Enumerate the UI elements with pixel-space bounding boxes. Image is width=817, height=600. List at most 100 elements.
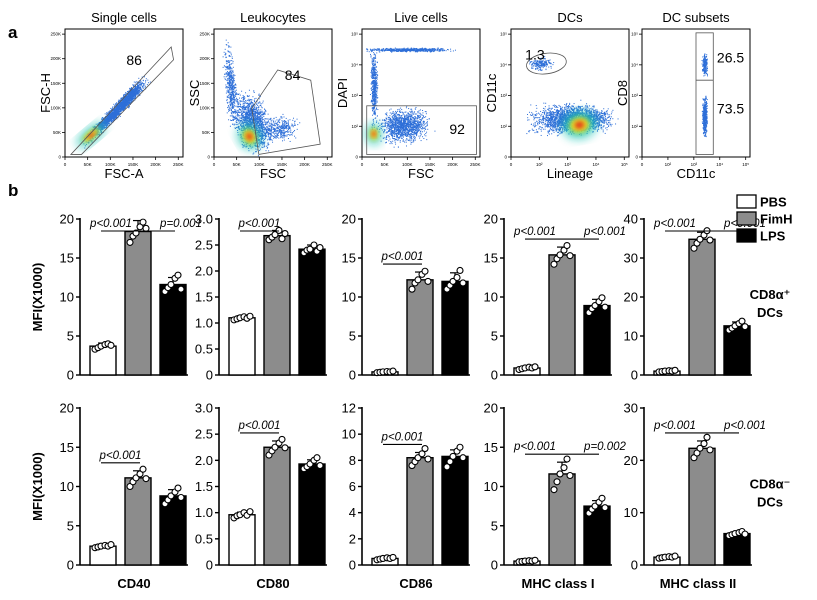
flow-gate-value: 86 [126, 52, 142, 68]
flow-y-tick-label: 10³ [351, 93, 358, 98]
p-value-label: p<0.001 [238, 218, 281, 230]
flow-gate [695, 32, 714, 155]
flow-x-tick-label: 200K [150, 162, 161, 167]
bar-y-tick-label: 8 [349, 453, 356, 468]
bar-y-tick-label: 0 [206, 558, 213, 573]
flow-x-tick-label: 10⁴ [592, 162, 599, 167]
flow-x-tick-label: 100K [105, 162, 116, 167]
replicate-point [556, 251, 564, 259]
flow-x-tick-label: 0 [361, 162, 364, 167]
flow-gate-value-lower: 73.5 [717, 100, 744, 116]
bar-y-tick-label: 0 [349, 368, 356, 383]
flow-x-tick-label: 10² [536, 162, 543, 167]
flow-y-tick-label: 10⁵ [351, 32, 358, 37]
replicate-point [421, 267, 429, 275]
replicate-point [310, 241, 318, 249]
bar-fimh [124, 230, 152, 376]
replicate-point [246, 508, 254, 516]
bar-y-tick-label: 20 [484, 212, 498, 227]
bar-x-axis-label: CD86 [399, 576, 432, 591]
flow-x-tick-label: 50K [381, 162, 389, 167]
replicate-point [443, 463, 451, 471]
bar-y-tick-label: 10 [624, 505, 638, 520]
flow-x-tick-label: 150K [425, 162, 436, 167]
bar-chart-0: 0 5 10 15 20 MFI(X1000) p<0.001 p=0.001 [30, 212, 202, 383]
replicate-point [313, 454, 321, 462]
p-value-label: p<0.001 [653, 218, 696, 230]
flow-y-tick-label: 10² [351, 124, 358, 129]
replicate-point [414, 276, 422, 284]
bar-y-tick-label: 2.0 [195, 453, 213, 468]
replicate-point [281, 230, 289, 238]
bar-y-tick-label: 0 [67, 558, 74, 573]
replicate-point [107, 541, 115, 549]
bar-y-tick-label: 10 [484, 290, 498, 305]
flow-y-tick-label: 250K [199, 32, 210, 37]
bar-y-tick-label: 1.5 [195, 479, 213, 494]
replicate-point [550, 486, 558, 494]
bar-x-axis-label: CD40 [117, 576, 150, 591]
flow-y-tick-label: 10² [500, 124, 507, 129]
replicate-point [177, 493, 185, 502]
replicate-point [456, 266, 464, 275]
flow-x-tick-label: 10⁵ [621, 162, 628, 167]
flow-x-axis-label: FSC [260, 166, 286, 181]
legend: PBS FimH LPS [736, 194, 793, 244]
bar-lps [441, 455, 469, 566]
replicate-point [706, 446, 714, 454]
flow-gate-value: 84 [285, 67, 301, 83]
replicate-point [281, 444, 289, 452]
flow-y-axis-label: FSC-H [38, 73, 53, 113]
flow-x-tick-label: 250K [470, 162, 481, 167]
bar-fimh [688, 447, 716, 566]
replicate-point [174, 271, 182, 279]
replicate-point [139, 218, 147, 226]
bar-lps [723, 325, 751, 376]
bar-y-tick-label: 2.5 [195, 427, 213, 442]
replicate-point [306, 245, 314, 253]
bar-x-axis-label: MHC class II [660, 576, 737, 591]
flow-y-tick-label: 10⁴ [631, 62, 638, 67]
p-value-label: p<0.001 [583, 226, 626, 238]
legend-label-fimh: FimH [760, 212, 793, 227]
row-label-celltype: DCs [757, 305, 783, 320]
bar-lps [159, 283, 187, 376]
bar-y-tick-label: 0.5 [195, 342, 213, 357]
bar-chart-9: 0 10 20 30 MHC class II p<0.001 p<0.001 CD8α⁻ DC… [624, 401, 791, 592]
replicate-point [278, 235, 286, 243]
flow-y-tick-label: 200K [199, 56, 210, 61]
bar-y-tick-label: 10 [60, 479, 74, 494]
bar-y-tick-label: 6 [349, 479, 356, 494]
flow-x-tick-label: 0 [213, 162, 216, 167]
flow-density-hotspot [366, 123, 381, 145]
replicate-point [174, 484, 182, 492]
flow-x-tick-label: 100K [254, 162, 265, 167]
flow-gate [69, 46, 174, 155]
bar-y-tick-label: 1.0 [195, 316, 213, 331]
flow-x-tick-label: 0 [64, 162, 67, 167]
p-value-label: p<0.001 [381, 251, 424, 263]
bar-y-tick-label: 15 [60, 440, 74, 455]
flow-x-axis-label: Lineage [547, 166, 593, 181]
flow-y-tick-label: 0 [635, 155, 638, 160]
flow-panels: Single cells FSC-A FSC-H 0 50K 100K 150K 200K 25… [38, 10, 751, 181]
flow-y-tick-label: 150K [50, 81, 61, 86]
flow-x-tick-label: 200K [447, 162, 458, 167]
bar-y-tick-label: 5 [491, 518, 498, 533]
flow-y-tick-label: 0 [58, 155, 61, 160]
bar-fimh [406, 279, 434, 376]
replicate-point [553, 478, 561, 486]
replicate-point [421, 445, 429, 453]
bar-fimh [263, 446, 291, 566]
row-label-celltype: DCs [757, 495, 783, 510]
p-value-label: p<0.001 [723, 420, 766, 432]
bar-chart-8: 0 5 10 15 20 MHC class I p<0.001 p=0.002 [484, 401, 627, 592]
flow-y-tick-label: 50K [202, 130, 210, 135]
flow-density-hotspot [563, 112, 596, 138]
replicate-point [246, 312, 254, 320]
bar-y-tick-label: 15 [484, 440, 498, 455]
replicate-point [316, 244, 324, 252]
bar-fimh [406, 457, 434, 566]
replicate-point [690, 244, 698, 252]
bar-y-tick-label: 40 [624, 212, 638, 227]
